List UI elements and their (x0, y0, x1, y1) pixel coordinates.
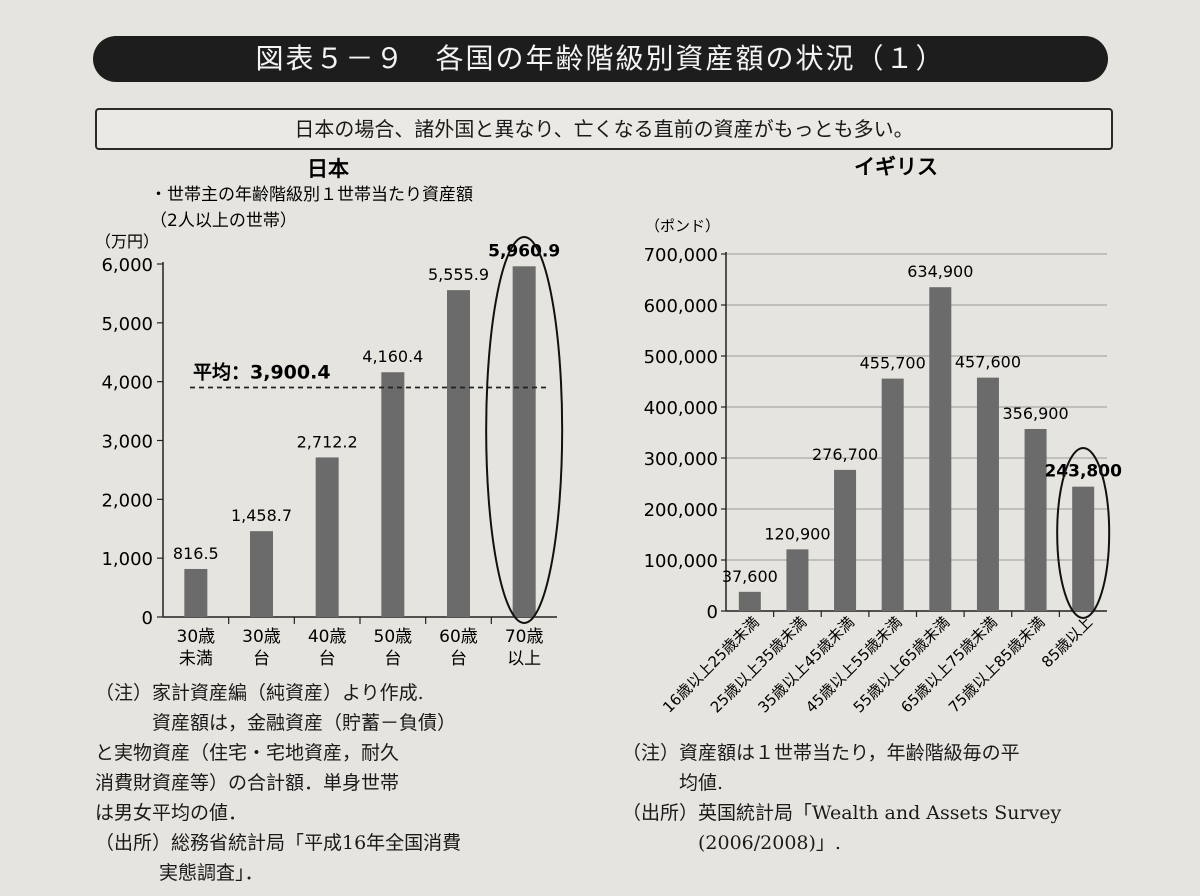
uk-note-line: （出所）英国統計局「Wealth and Assets Survey (622, 802, 1062, 824)
uk-bar-value-label: 455,700 (860, 354, 926, 373)
japan-x-tick-label: 台 (319, 649, 336, 669)
uk-bar-value-label: 457,600 (955, 353, 1021, 372)
japan-average-label: 平均：3,900.4 (193, 361, 331, 384)
japan-note-line: （注）家計資産編（純資産）より作成. (95, 682, 424, 704)
japan-note-line: 実態調査」． (159, 862, 264, 884)
uk-y-tick-label: 0 (707, 602, 718, 623)
japan-y-tick-label: 6,000 (101, 255, 153, 276)
uk-bar-chart: イギリス （ポンド） 0 100,000 200,000 300,000 400,000 50… (644, 155, 1123, 716)
japan-bar-value-label: 4,160.4 (362, 347, 423, 366)
uk-bar-value-label: 243,800 (1044, 462, 1122, 482)
japan-bar (250, 531, 273, 617)
japan-bar-value-label: 1,458.7 (231, 506, 292, 525)
uk-note-line: 均値. (622, 772, 724, 794)
uk-y-tick-label: 600,000 (644, 296, 718, 317)
japan-note-line: （出所）総務省統計局「平成16年全国消費 (95, 832, 462, 854)
japan-x-tick-label: 台 (253, 649, 270, 669)
japan-chart-subtitle: （2人以上の世帯） (150, 211, 297, 231)
uk-bar (738, 591, 761, 611)
japan-bar (447, 290, 470, 617)
uk-bar-value-label: 276,700 (812, 445, 878, 464)
japan-x-tick-label: 50歳 (374, 627, 413, 647)
japan-notes: （注）家計資産編（純資産）より作成. 資産額は，金融資産（貯蓄－負債） と実物資… (95, 678, 461, 888)
japan-x-tick-label: 台 (384, 649, 401, 669)
uk-y-tick-label: 100,000 (644, 551, 718, 572)
japan-bar-value-label: 2,712.2 (297, 432, 358, 451)
japan-x-tick-label: 60歳 (439, 627, 478, 647)
japan-chart-title: 日本 (307, 157, 349, 181)
summary-box: 日本の場合、諸外国と異なり、亡くなる直前の資産がもっとも多い。 (95, 108, 1113, 150)
japan-x-tick-label: 70歳 (505, 627, 544, 647)
uk-note-line: (2006/2008)」. (622, 832, 841, 854)
japan-y-tick-label: 5,000 (101, 314, 153, 335)
figure-title: 図表５－９ 各国の年齢階級別資産額の状況（１） (255, 42, 946, 75)
japan-y-axis-unit: （万円） (95, 232, 159, 251)
uk-y-tick-label: 400,000 (644, 398, 718, 419)
japan-note-line: 消費財資産等）の合計額．単身世帯 (95, 772, 400, 794)
uk-chart-title: イギリス (854, 155, 938, 179)
japan-chart-subtitle: ・世帯主の年齢階級別１世帯当たり資産額 (150, 185, 473, 205)
japan-bar-value-label: 5,960.9 (488, 241, 560, 261)
japan-y-tick-label: 3,000 (101, 432, 153, 453)
japan-x-tick-label: 40歳 (308, 627, 347, 647)
japan-note-line: は男女平均の値． (95, 802, 248, 824)
uk-bar-value-label: 37,600 (722, 567, 778, 586)
japan-x-tick-label: 30歳 (177, 627, 216, 647)
uk-bar (976, 377, 999, 611)
japan-x-tick-label: 台 (450, 649, 467, 669)
japan-bar (381, 372, 405, 617)
japan-x-tick-label: 未満 (179, 649, 213, 669)
uk-bar-value-label: 120,900 (764, 524, 830, 543)
summary-text: 日本の場合、諸外国と異なり、亡くなる直前の資産がもっとも多い。 (294, 117, 914, 141)
japan-y-tick-label: 2,000 (101, 490, 153, 511)
figure-title-bar: 図表５－９ 各国の年齢階級別資産額の状況（１） (93, 36, 1108, 82)
uk-y-tick-label: 300,000 (644, 449, 718, 470)
japan-note-line: 資産額は，金融資産（貯蓄－負債） (95, 712, 457, 734)
uk-notes: （注）資産額は１世帯当たり，年齢階級毎の平 均値. （出所）英国統計局「Weal… (622, 738, 1061, 858)
japan-bar (512, 266, 536, 617)
uk-bar-value-label: 634,900 (907, 262, 973, 281)
uk-y-axis-unit: （ポンド） (645, 217, 720, 235)
japan-y-tick-label: 0 (142, 608, 153, 629)
uk-highlight-ellipse (1056, 447, 1111, 619)
japan-note-line: と実物資産（住宅・宅地資産，耐久 (95, 742, 400, 764)
uk-bar (786, 549, 809, 611)
japan-bar-chart: 日本・世帯主の年齢階級別１世帯当たり資産額 （2人以上の世帯）（万円） 0 1,000… (95, 157, 564, 669)
japan-bar-value-label: 816.5 (173, 544, 219, 563)
uk-note-line: （注）資産額は１世帯当たり，年齢階級毎の平 (622, 742, 1020, 764)
uk-y-tick-label: 500,000 (644, 347, 718, 368)
japan-bar (184, 568, 208, 617)
japan-bar-value-label: 5,555.9 (428, 265, 489, 284)
uk-bar (1024, 428, 1047, 611)
uk-bar-value-label: 356,900 (1002, 404, 1068, 423)
uk-bar (929, 287, 952, 611)
uk-x-tick-label: 85歳以上 (1038, 613, 1096, 671)
uk-bar (881, 378, 904, 611)
japan-x-tick-label: 以上 (507, 649, 541, 669)
japan-bar (315, 457, 339, 617)
uk-y-tick-label: 200,000 (644, 500, 718, 521)
japan-x-tick-label: 30歳 (242, 627, 281, 647)
uk-y-tick-label: 700,000 (644, 245, 718, 266)
japan-y-tick-label: 1,000 (101, 549, 153, 570)
japan-highlight-ellipse (485, 236, 564, 624)
japan-y-tick-label: 4,000 (101, 373, 153, 394)
uk-bar (834, 469, 857, 611)
uk-bar (1072, 486, 1095, 611)
